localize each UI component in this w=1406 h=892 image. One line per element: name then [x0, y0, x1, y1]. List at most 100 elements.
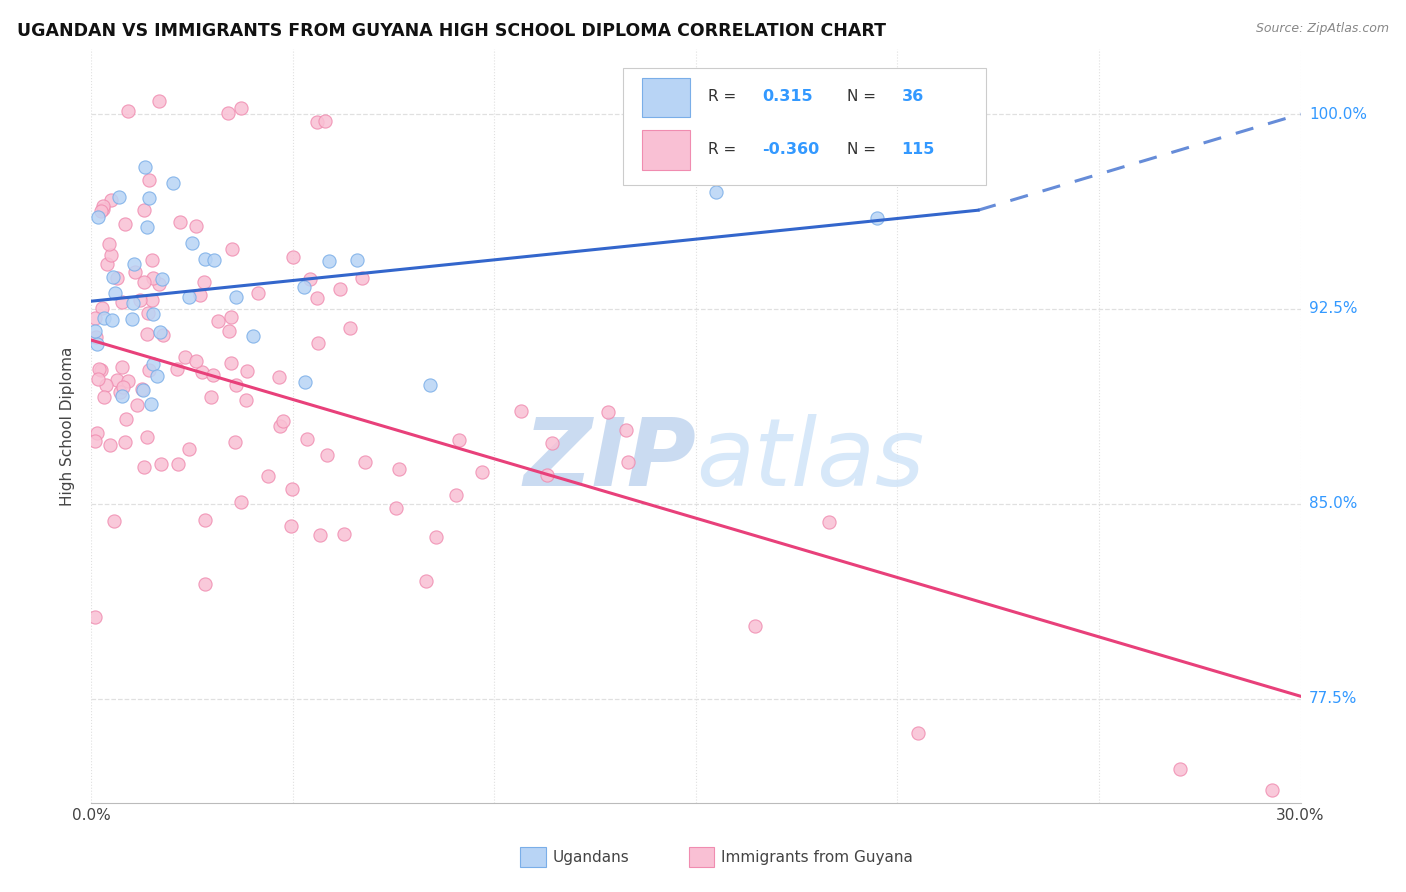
Point	[309, 527, 332, 541]
Point	[184, 219, 207, 234]
Text: UGANDAN VS IMMIGRANTS FROM GUYANA HIGH SCHOOL DIPLOMA CORRELATION CHART: UGANDAN VS IMMIGRANTS FROM GUYANA HIGH S…	[17, 22, 886, 40]
Point	[162, 177, 184, 191]
Point	[141, 397, 163, 411]
Point	[152, 327, 174, 342]
Point	[419, 377, 441, 392]
Text: 77.5%: 77.5%	[1309, 691, 1357, 706]
Point	[86, 336, 108, 351]
Text: 85.0%: 85.0%	[1309, 497, 1357, 511]
Point	[229, 494, 252, 508]
Point	[225, 290, 247, 304]
Point	[117, 374, 139, 388]
Point	[93, 390, 115, 404]
Point	[108, 190, 131, 204]
Point	[90, 301, 112, 315]
Point	[447, 434, 470, 448]
Point	[86, 426, 108, 441]
Point	[111, 295, 134, 310]
Point	[194, 577, 217, 591]
Point	[150, 272, 173, 286]
Point	[148, 277, 170, 291]
Text: atlas: atlas	[696, 415, 924, 506]
Point	[131, 384, 153, 398]
Point	[128, 293, 150, 307]
Point	[114, 411, 136, 425]
Point	[134, 160, 156, 174]
Text: ZIP: ZIP	[523, 414, 696, 506]
Point	[114, 217, 136, 231]
Point	[100, 247, 122, 261]
Point	[84, 310, 107, 325]
Point	[136, 220, 159, 235]
Point	[225, 377, 247, 392]
Point	[91, 202, 114, 216]
Point	[329, 283, 352, 297]
Point	[444, 487, 467, 501]
Point	[173, 350, 195, 364]
Point	[191, 365, 214, 379]
Point	[179, 442, 201, 457]
Point	[388, 462, 411, 476]
Point	[314, 114, 336, 128]
Point	[87, 362, 110, 376]
Point	[131, 382, 153, 396]
Point	[193, 276, 215, 290]
Point	[614, 423, 637, 437]
Point	[148, 94, 170, 108]
Point	[1168, 762, 1191, 776]
Point	[510, 404, 533, 418]
Point	[415, 574, 437, 588]
Point	[295, 432, 318, 446]
Point	[146, 369, 169, 384]
Point	[204, 252, 226, 267]
Point	[117, 104, 139, 119]
Point	[84, 434, 107, 449]
Point	[181, 235, 204, 250]
Point	[132, 275, 155, 289]
Point	[103, 514, 125, 528]
Point	[150, 457, 173, 471]
Y-axis label: High School Diploma: High School Diploma	[60, 346, 76, 506]
Point	[218, 324, 240, 338]
Point	[307, 115, 329, 129]
Text: Ugandans: Ugandans	[553, 850, 630, 864]
FancyBboxPatch shape	[641, 78, 690, 117]
Point	[257, 468, 280, 483]
Point	[818, 515, 841, 529]
Point	[166, 362, 188, 376]
Point	[425, 530, 447, 544]
Point	[142, 357, 165, 371]
FancyBboxPatch shape	[623, 68, 986, 185]
Point	[149, 325, 172, 339]
Text: R =: R =	[709, 142, 737, 157]
Point	[242, 328, 264, 343]
Point	[138, 172, 160, 186]
Point	[350, 271, 373, 285]
Point	[246, 286, 269, 301]
Point	[127, 398, 149, 412]
Point	[142, 307, 165, 321]
Point	[536, 468, 558, 483]
Text: N =: N =	[846, 89, 876, 104]
FancyBboxPatch shape	[641, 130, 690, 169]
Point	[471, 465, 494, 479]
Point	[101, 270, 124, 285]
Point	[100, 313, 122, 327]
Point	[167, 457, 190, 471]
Point	[219, 310, 242, 324]
Point	[84, 324, 107, 338]
Text: 36: 36	[901, 89, 924, 104]
Point	[307, 291, 329, 305]
Point	[617, 455, 640, 469]
Point	[111, 359, 134, 374]
Text: -0.360: -0.360	[762, 142, 820, 157]
Point	[134, 460, 156, 475]
Point	[141, 293, 163, 307]
Point	[132, 202, 155, 217]
Point	[138, 191, 160, 205]
Point	[194, 252, 217, 266]
Point	[84, 330, 107, 344]
Point	[138, 306, 160, 320]
Point	[90, 204, 112, 219]
Point	[307, 335, 329, 350]
